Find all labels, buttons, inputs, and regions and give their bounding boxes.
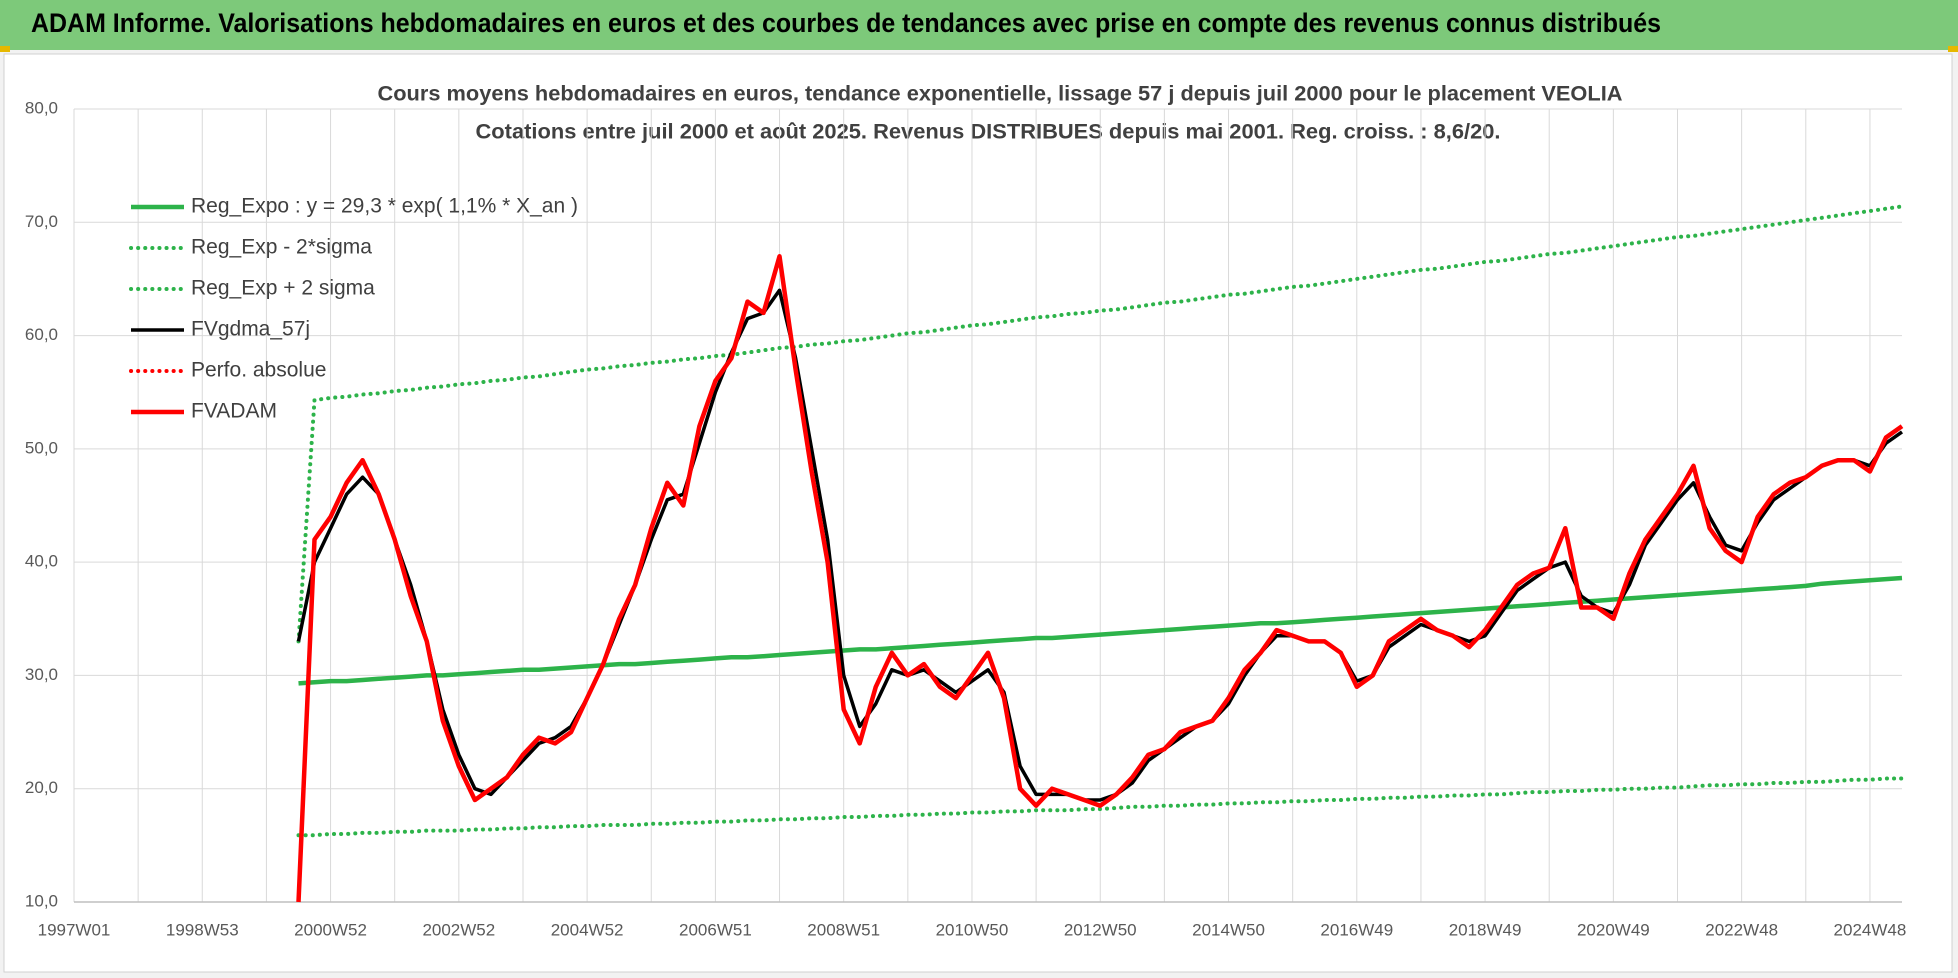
legend-label: Reg_Exp + 2 sigma: [191, 277, 375, 300]
x-tick-label: 2018W49: [1449, 920, 1522, 939]
y-tick-label: 20,0: [25, 778, 58, 797]
legend-label: Perfo. absolue: [191, 359, 326, 382]
header-bar: [0, 0, 1958, 50]
x-tick-label: 2012W50: [1064, 920, 1137, 939]
y-tick-label: 60,0: [25, 325, 58, 344]
legend-label: FVADAM: [191, 400, 277, 423]
chart-title: Cours moyens hebdomadaires en euros, ten…: [378, 83, 1623, 106]
chart-area: [3, 53, 1953, 973]
series-line: [298, 575, 1903, 686]
y-tick-label: 10,0: [25, 891, 58, 910]
y-tick-label: 70,0: [25, 212, 58, 231]
chart-subtitle: Cotations entre juil 2000 et août 2025. …: [476, 121, 1501, 144]
series-line: [296, 776, 1904, 838]
y-tick-label: 30,0: [25, 665, 58, 684]
legend-label: FVgdma_57j: [191, 318, 310, 341]
corner-mark: [0, 46, 10, 52]
x-tick-label: 2010W50: [936, 920, 1009, 939]
x-tick-label: 2008W51: [807, 920, 880, 939]
x-tick-label: 2006W51: [679, 920, 752, 939]
x-tick-label: 2000W52: [294, 920, 367, 939]
y-tick-label: 50,0: [25, 438, 58, 457]
x-tick-label: 1997W01: [38, 920, 111, 939]
x-tick-label: 2014W50: [1192, 920, 1265, 939]
x-tick-label: 1998W53: [166, 920, 239, 939]
x-tick-label: 2022W48: [1705, 920, 1778, 939]
x-tick-label: 2016W49: [1320, 920, 1393, 939]
series-line: [296, 288, 1904, 802]
x-tick-label: 2004W52: [551, 920, 624, 939]
x-tick-label: 2024W48: [1834, 920, 1907, 939]
y-tick-label: 80,0: [25, 98, 58, 117]
x-tick-label: 2020W49: [1577, 920, 1650, 939]
corner-mark: [1948, 46, 1958, 52]
x-tick-label: 2002W52: [422, 920, 495, 939]
y-tick-label: 40,0: [25, 552, 58, 571]
legend-label: Reg_Expo : y = 29,3 * exp( 1,1% * X_an ): [191, 195, 578, 218]
series-line: [296, 254, 1904, 903]
header-title: ADAM Informe. Valorisations hebdomadaire…: [31, 8, 1661, 38]
legend-label: Reg_Exp - 2*sigma: [191, 236, 372, 259]
